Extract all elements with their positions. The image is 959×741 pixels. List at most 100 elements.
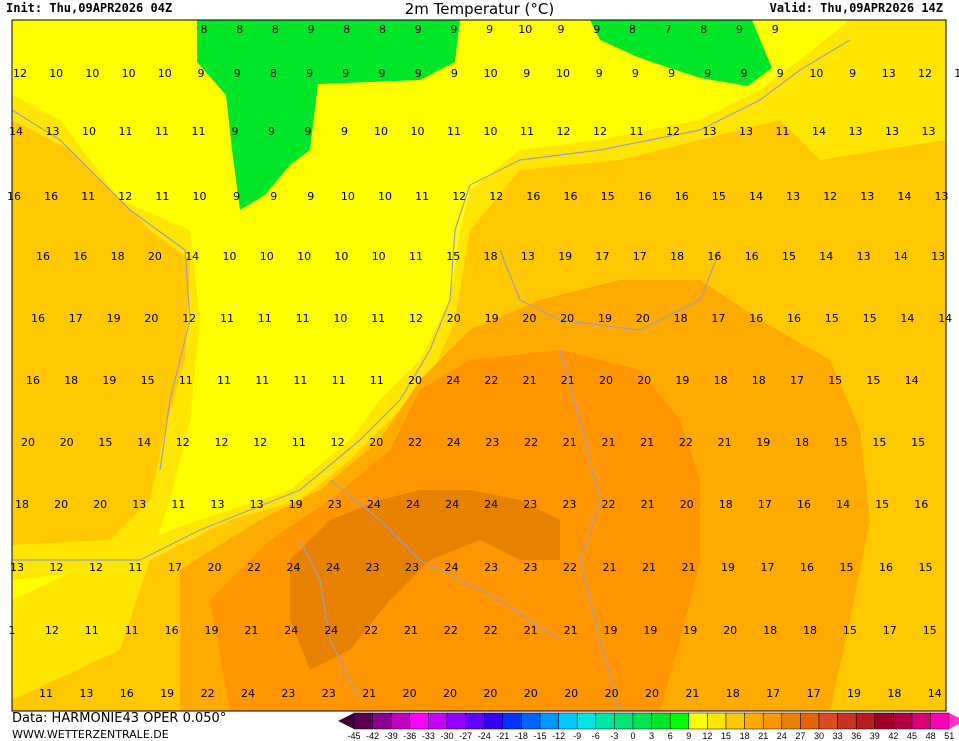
legend-swatch [390, 712, 411, 730]
coastlines-borders [11, 39, 851, 712]
temperature-value: 24 [284, 624, 298, 637]
temperature-value: 20 [723, 624, 737, 637]
legend-label: -45 [347, 731, 360, 741]
temperature-value: 7 [665, 23, 672, 36]
temperature-value: 19 [643, 624, 657, 637]
temperature-value: 13 [250, 498, 264, 511]
temperature-value: 18 [64, 374, 78, 387]
temperature-value: 23 [484, 561, 498, 574]
temperature-value: 16 [26, 374, 40, 387]
temperature-value: 9 [451, 67, 458, 80]
temperature-value: 10 [122, 67, 136, 80]
temperature-value: 13 [860, 190, 874, 203]
temperature-value: 10 [333, 312, 347, 325]
temperature-value: 21 [685, 687, 699, 700]
temperature-value: 10 [341, 190, 355, 203]
temperature-value: 16 [879, 561, 893, 574]
border-line [559, 349, 621, 712]
temperature-value: 20 [403, 687, 417, 700]
temperature-value: 23 [281, 687, 295, 700]
temperature-value: 12 [954, 67, 959, 80]
legend-swatch [762, 712, 783, 730]
temperature-value: 22 [563, 561, 577, 574]
legend-swatch [558, 712, 578, 730]
legend-label: 30 [814, 731, 824, 741]
temperature-value: 20 [447, 312, 461, 325]
temperature-value: 21 [561, 374, 575, 387]
temperature-value: 12 [253, 436, 267, 449]
temperature-value: 12 [452, 190, 466, 203]
temperature-value: 20 [680, 498, 694, 511]
legend-label: -24 [478, 731, 491, 741]
temperature-value: 9 [741, 67, 748, 80]
temperature-value: 18 [795, 436, 809, 449]
temperature-value: 14 [894, 250, 908, 263]
temperature-value: 12 [176, 436, 190, 449]
temperature-value: 11 [292, 436, 306, 449]
temperature-value: 16 [787, 312, 801, 325]
temperature-value: 16 [638, 190, 652, 203]
legend-swatch [651, 712, 671, 730]
legend-swatch [483, 712, 504, 730]
temperature-value: 10 [158, 67, 172, 80]
temperature-value: 21 [718, 436, 732, 449]
temperature-value: 19 [756, 436, 770, 449]
temperature-value: 8 [236, 23, 243, 36]
temperature-value: 18 [670, 250, 684, 263]
temperature-value: 23 [322, 687, 336, 700]
temperature-value: 10 [297, 250, 311, 263]
temperature-value: 15 [911, 436, 925, 449]
legend-label: -33 [422, 731, 435, 741]
legend-label: -21 [496, 731, 509, 741]
border-line [299, 539, 361, 701]
temperature-value: 20 [524, 687, 538, 700]
legend-label: 0 [630, 731, 635, 741]
temperature-value: 11 [217, 374, 231, 387]
temperature-value: 18 [15, 498, 29, 511]
temperature-value: 11 [447, 125, 461, 138]
legend-label: -27 [459, 731, 472, 741]
temperature-value: 14 [812, 125, 826, 138]
temperature-value: 9 [232, 125, 239, 138]
temperature-value: 18 [726, 687, 740, 700]
temperature-value: 17 [790, 374, 804, 387]
temperature-value: 9 [632, 67, 639, 80]
temperature-value: 24 [326, 561, 340, 574]
temperature-value: 20 [637, 374, 651, 387]
legend-label: 24 [777, 731, 787, 741]
temperature-value: 11 [129, 561, 143, 574]
temperature-value: 13 [922, 125, 936, 138]
temperature-value: 14 [905, 374, 919, 387]
temperature-value: 14 [185, 250, 199, 263]
temperature-value: 10 [518, 23, 532, 36]
green-area-north-sea-east [590, 20, 772, 86]
website-link[interactable]: WWW.WETTERZENTRALE.DE [12, 728, 169, 741]
temperature-value: 12 [593, 125, 607, 138]
temperature-value: 9 [849, 67, 856, 80]
temperature-value: 14 [928, 687, 942, 700]
temperature-value: 17 [758, 498, 772, 511]
temperature-value: 17 [711, 312, 725, 325]
temperature-value: 11 [119, 125, 133, 138]
temperature-value: 9 [736, 23, 743, 36]
legend-low-arrow [338, 713, 354, 729]
temperature-value: 11 [155, 125, 169, 138]
temperature-value: 12 [918, 67, 932, 80]
temperature-value: 18 [674, 312, 688, 325]
temperature-value: 16 [675, 190, 689, 203]
temperature-value: 18 [111, 250, 125, 263]
temperature-value: 12 [182, 312, 196, 325]
border-line [11, 109, 191, 471]
temperature-value: 22 [484, 374, 498, 387]
temperature-value: 9 [772, 23, 779, 36]
legend-swatch [855, 712, 876, 730]
temperature-value: 13 [857, 250, 871, 263]
temperature-value: 21 [564, 624, 578, 637]
temperature-value: 9 [308, 23, 315, 36]
temperature-value: 20 [483, 687, 497, 700]
temperature-value: 13 [10, 561, 24, 574]
temperature-value: 16 [749, 312, 763, 325]
legend-swatch [818, 712, 838, 730]
temperature-value: 17 [596, 250, 610, 263]
legend-swatch [930, 712, 950, 730]
